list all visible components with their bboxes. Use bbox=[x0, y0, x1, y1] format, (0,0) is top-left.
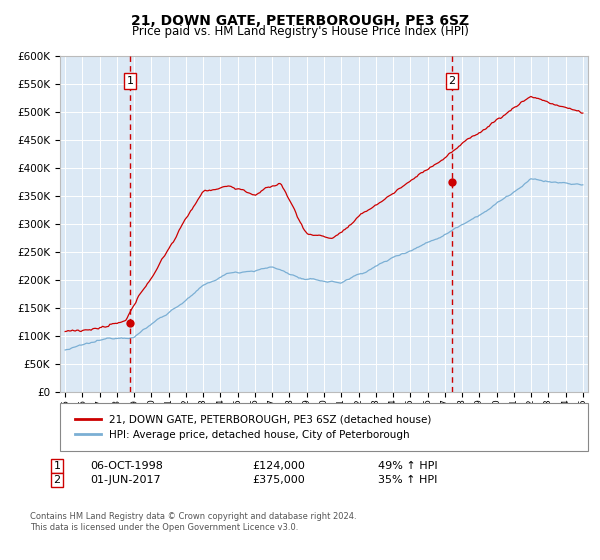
Text: 35% ↑ HPI: 35% ↑ HPI bbox=[378, 475, 437, 485]
Text: £124,000: £124,000 bbox=[252, 461, 305, 471]
Text: 2: 2 bbox=[53, 475, 61, 485]
Legend: 21, DOWN GATE, PETERBOROUGH, PE3 6SZ (detached house), HPI: Average price, detac: 21, DOWN GATE, PETERBOROUGH, PE3 6SZ (de… bbox=[70, 410, 436, 444]
Text: 49% ↑ HPI: 49% ↑ HPI bbox=[378, 461, 437, 471]
Text: 21, DOWN GATE, PETERBOROUGH, PE3 6SZ: 21, DOWN GATE, PETERBOROUGH, PE3 6SZ bbox=[131, 14, 469, 28]
Text: £375,000: £375,000 bbox=[252, 475, 305, 485]
Text: 2: 2 bbox=[448, 76, 455, 86]
Text: 1: 1 bbox=[127, 76, 133, 86]
Text: 1: 1 bbox=[53, 461, 61, 471]
Text: 01-JUN-2017: 01-JUN-2017 bbox=[90, 475, 161, 485]
Text: Price paid vs. HM Land Registry's House Price Index (HPI): Price paid vs. HM Land Registry's House … bbox=[131, 25, 469, 38]
FancyBboxPatch shape bbox=[60, 403, 588, 451]
Text: Contains HM Land Registry data © Crown copyright and database right 2024.
This d: Contains HM Land Registry data © Crown c… bbox=[30, 512, 356, 532]
Text: 06-OCT-1998: 06-OCT-1998 bbox=[90, 461, 163, 471]
